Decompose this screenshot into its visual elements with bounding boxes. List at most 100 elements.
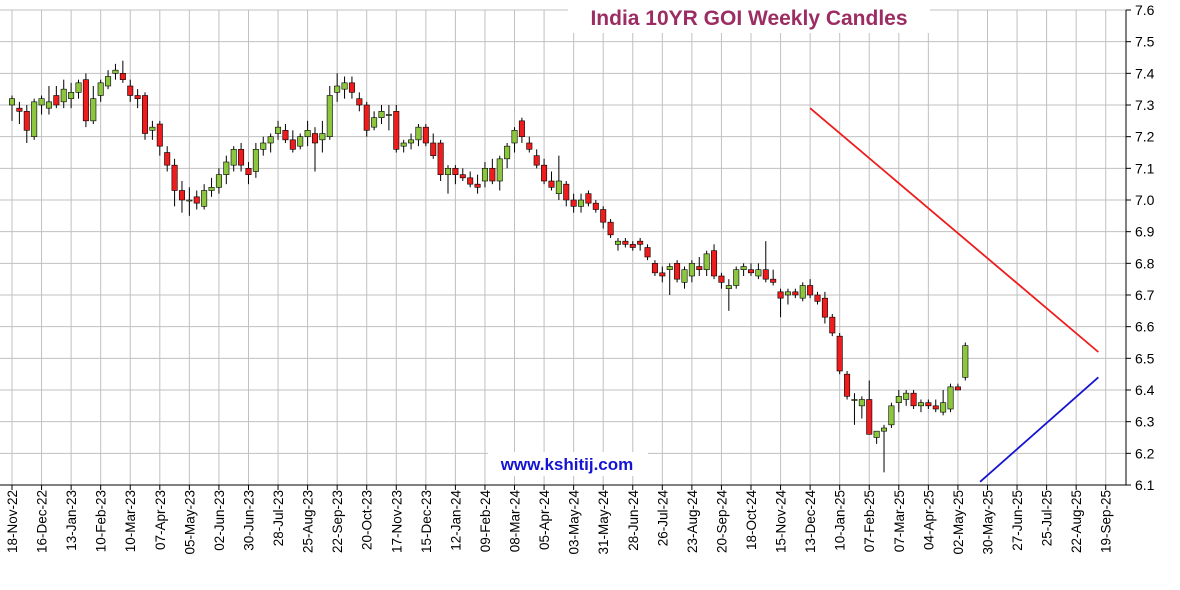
candles bbox=[9, 60, 969, 473]
candle-body bbox=[422, 126, 429, 144]
candle-body bbox=[592, 202, 599, 210]
x-tick-label: 15-Dec-23 bbox=[419, 490, 434, 553]
candle-body bbox=[127, 85, 134, 96]
candle-body bbox=[563, 183, 570, 201]
x-tick-label: 25-Jul-25 bbox=[1040, 490, 1055, 546]
candle-body bbox=[674, 263, 681, 280]
x-tick-label: 03-May-24 bbox=[567, 490, 582, 555]
y-tick-label: 6.1 bbox=[1135, 477, 1155, 493]
candle-body bbox=[659, 272, 666, 277]
x-tick-label: 09-Feb-24 bbox=[478, 490, 493, 553]
candle-body bbox=[75, 82, 82, 93]
y-tick-label: 7.2 bbox=[1135, 129, 1155, 145]
y-tick-label: 7.1 bbox=[1135, 160, 1155, 176]
candle-body bbox=[962, 345, 969, 378]
candle-body bbox=[747, 269, 754, 274]
candle-body bbox=[925, 402, 932, 407]
candle-body bbox=[740, 266, 747, 270]
candle-body bbox=[385, 114, 392, 116]
candle-body bbox=[895, 396, 902, 403]
chart-title: India 10YR GOI Weekly Candles bbox=[590, 7, 907, 30]
candle-body bbox=[526, 142, 533, 150]
x-tick-label: 20-Oct-23 bbox=[360, 490, 375, 550]
candle-body bbox=[910, 392, 917, 407]
trendlines bbox=[809, 107, 1099, 483]
candle-body bbox=[193, 196, 200, 204]
candle-body bbox=[629, 244, 636, 248]
candle-body bbox=[681, 269, 688, 283]
candle-body bbox=[238, 149, 245, 166]
x-tick-label: 27-Jun-25 bbox=[1010, 490, 1025, 551]
candle-body bbox=[134, 95, 141, 99]
candle-body bbox=[149, 126, 156, 131]
candle-body bbox=[614, 240, 621, 245]
candle-body bbox=[666, 266, 673, 270]
candle-body bbox=[792, 291, 799, 296]
candle-body bbox=[947, 386, 954, 410]
x-tick-label: 28-Jun-24 bbox=[626, 490, 641, 551]
candle-body bbox=[319, 133, 326, 141]
candle-body bbox=[53, 95, 60, 106]
candle-body bbox=[38, 98, 45, 106]
candle-body bbox=[16, 107, 23, 112]
candle-body bbox=[777, 291, 784, 299]
candle-body bbox=[866, 399, 873, 435]
watermark-text: www.kshitij.com bbox=[500, 455, 634, 474]
candle-body bbox=[230, 149, 237, 166]
candle-body bbox=[851, 399, 858, 401]
x-tick-label: 15-Nov-24 bbox=[774, 490, 789, 554]
y-tick-label: 7.6 bbox=[1135, 2, 1155, 18]
candle-body bbox=[60, 88, 67, 103]
candle-body bbox=[45, 101, 52, 109]
candle-body bbox=[844, 373, 851, 397]
candle-body bbox=[311, 133, 318, 144]
candle-body bbox=[348, 82, 355, 93]
candle-body bbox=[334, 85, 341, 93]
candle-body bbox=[799, 285, 806, 299]
candle-body bbox=[467, 177, 474, 185]
x-tick-label: 23-Aug-24 bbox=[685, 490, 700, 554]
candle-body bbox=[940, 402, 947, 413]
grid bbox=[0, 9, 1126, 486]
x-tick-label: 05-Apr-24 bbox=[537, 490, 552, 551]
candle-body bbox=[881, 427, 888, 432]
candle-body bbox=[696, 266, 703, 270]
x-tick-label: 16-Dec-22 bbox=[35, 490, 50, 553]
x-tick-label: 10-Jan-25 bbox=[833, 490, 848, 551]
x-tick-label: 07-Apr-23 bbox=[153, 490, 168, 550]
candle-body bbox=[252, 149, 259, 172]
candle-body bbox=[481, 168, 488, 182]
candle-body bbox=[164, 152, 171, 166]
candle-body bbox=[932, 405, 939, 410]
candle-body bbox=[112, 69, 119, 74]
x-tick-label: 13-Dec-24 bbox=[803, 490, 818, 554]
y-tick-label: 7.3 bbox=[1135, 97, 1155, 113]
x-tick-label: 02-Jun-23 bbox=[212, 490, 227, 551]
candle-body bbox=[90, 98, 97, 122]
candle-body bbox=[873, 430, 880, 438]
candle-body bbox=[430, 142, 437, 156]
candle-body bbox=[393, 111, 400, 150]
candle-body bbox=[607, 221, 614, 236]
candle-body bbox=[223, 161, 230, 175]
x-tick-label: 10-Feb-23 bbox=[94, 490, 109, 552]
y-tick-label: 6.6 bbox=[1135, 319, 1155, 335]
x-tick-label: 05-May-23 bbox=[182, 490, 197, 555]
x-tick-label: 19-Sep-25 bbox=[1099, 490, 1114, 553]
candle-body bbox=[814, 294, 821, 302]
x-tick-label: 17-Nov-23 bbox=[389, 490, 404, 553]
candle-body bbox=[703, 253, 710, 270]
candle-body bbox=[903, 392, 910, 400]
y-tick-label: 7.0 bbox=[1135, 192, 1155, 208]
candle-body bbox=[755, 269, 762, 277]
y-tick-label: 6.8 bbox=[1135, 255, 1155, 271]
candle-body bbox=[600, 209, 607, 223]
candle-body bbox=[289, 139, 296, 150]
candle-body bbox=[437, 142, 444, 175]
candle-body bbox=[97, 82, 104, 96]
candle-body bbox=[297, 136, 304, 147]
x-tick-label: 28-Jul-23 bbox=[271, 490, 286, 546]
candle-body bbox=[770, 278, 777, 283]
x-tick-label: 04-Apr-25 bbox=[921, 490, 936, 550]
candle-body bbox=[371, 117, 378, 128]
